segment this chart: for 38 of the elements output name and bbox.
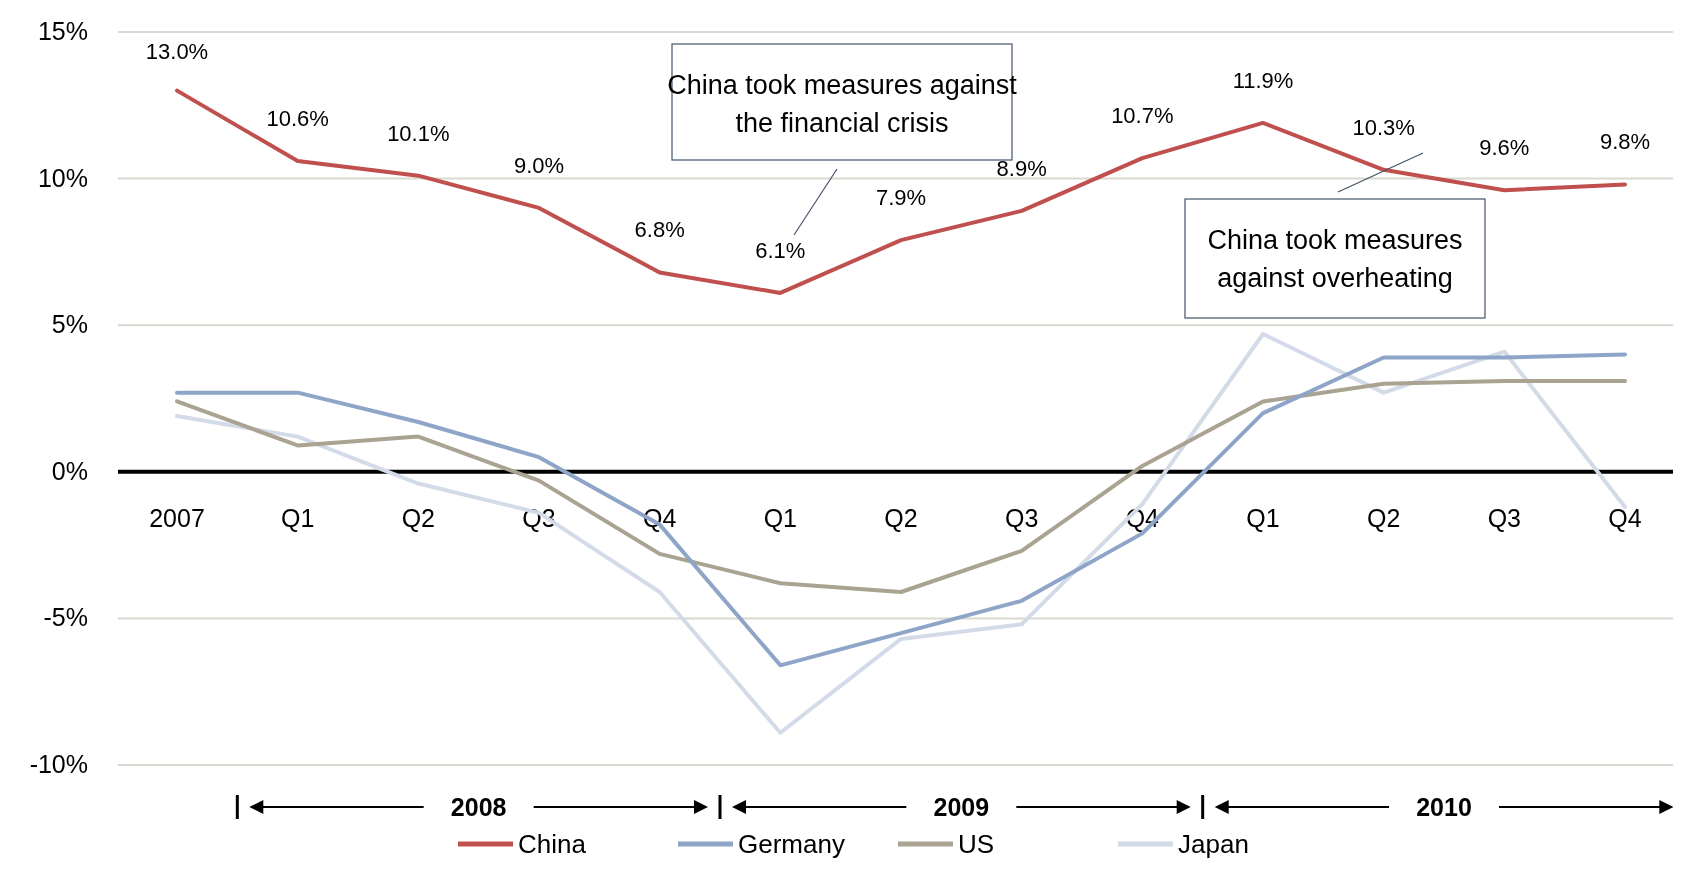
x-tick-label: 2007 bbox=[149, 503, 205, 532]
legend-label: Germany bbox=[738, 829, 845, 859]
y-tick-label: 10% bbox=[37, 163, 88, 192]
legend-label: China bbox=[518, 829, 587, 859]
x-tick-label: Q4 bbox=[1608, 503, 1642, 532]
data-label: 9.0% bbox=[513, 152, 565, 178]
x-tick-label: Q3 bbox=[1004, 503, 1039, 532]
data-label: 6.1% bbox=[755, 237, 806, 263]
y-tick-label: 0% bbox=[51, 456, 88, 485]
x-tick-label: Q1 bbox=[1246, 503, 1280, 532]
legend-label: US bbox=[958, 829, 995, 859]
data-label: 11.9% bbox=[1232, 67, 1294, 93]
x-tick-label: Q2 bbox=[401, 503, 436, 532]
legend-label: Japan bbox=[1178, 829, 1249, 859]
data-label: 6.8% bbox=[634, 217, 685, 243]
data-label: 10.6% bbox=[266, 106, 329, 132]
annotation: China took measures against overheating bbox=[1207, 225, 1463, 293]
text: 2009 bbox=[933, 793, 990, 821]
x-tick-label: Q2 bbox=[1366, 503, 1401, 532]
data-label: 8.9% bbox=[996, 155, 1047, 181]
y-tick-label: -5% bbox=[43, 603, 88, 632]
data-label: 9.8% bbox=[1599, 129, 1651, 155]
y-tick-label: -10% bbox=[29, 750, 88, 778]
data-label: 10.3% bbox=[1352, 114, 1415, 140]
data-label: 9.6% bbox=[1479, 135, 1530, 161]
y-tick-label: 5% bbox=[51, 310, 88, 339]
x-tick-label: Q3 bbox=[1487, 503, 1522, 532]
data-label: 10.7% bbox=[1111, 103, 1174, 129]
y-tick-label: 15% bbox=[37, 17, 88, 45]
data-label: 10.1% bbox=[387, 120, 450, 146]
x-tick-label: Q2 bbox=[884, 503, 918, 532]
x-tick-label: Q1 bbox=[280, 503, 315, 532]
data-label: 13.0% bbox=[145, 38, 209, 64]
text: 2008 bbox=[450, 793, 507, 821]
annotation: China took measures against the financial crisis bbox=[667, 70, 1018, 138]
x-tick-label: Q1 bbox=[763, 503, 798, 532]
text: 2010 bbox=[1416, 793, 1472, 821]
data-label: 7.9% bbox=[875, 185, 927, 211]
